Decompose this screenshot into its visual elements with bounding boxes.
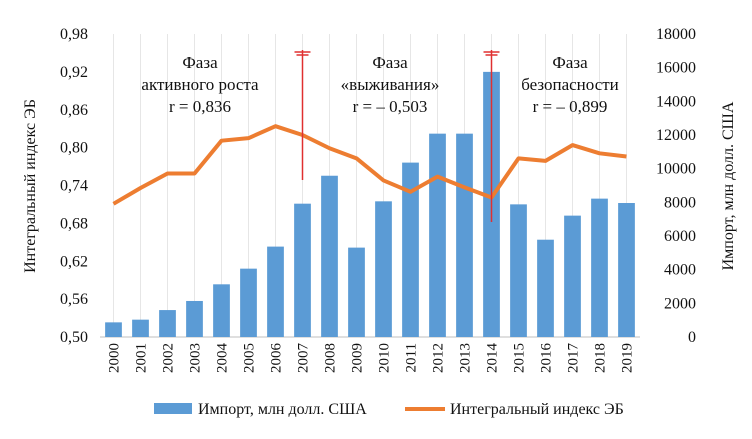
left-tick-label: 0,68 xyxy=(60,215,88,232)
legend: Импорт, млн долл. США Интегральный индек… xyxy=(154,401,624,418)
x-tick-label: 2003 xyxy=(188,343,204,373)
bar-2019 xyxy=(618,203,635,337)
annotation-line: r = – 0,899 xyxy=(533,97,608,116)
annotation-line: Фаза xyxy=(182,53,218,72)
bar-2002 xyxy=(159,310,176,337)
annotation-line: r = – 0,503 xyxy=(353,97,428,116)
x-tick-label: 2017 xyxy=(566,343,582,374)
index-line-path xyxy=(114,126,627,204)
x-tick-label: 2010 xyxy=(377,343,393,373)
bar-2005 xyxy=(240,269,257,337)
legend-bar-swatch xyxy=(154,403,192,414)
annotation-line: «выживания» xyxy=(341,75,440,94)
right-tick-label: 2000 xyxy=(664,295,696,312)
bar-2015 xyxy=(510,204,527,337)
left-tick-label: 0,92 xyxy=(60,64,88,81)
bar-2010 xyxy=(375,201,392,337)
right-tick-label: 8000 xyxy=(664,194,696,211)
bar-2013 xyxy=(456,134,473,337)
bar-2016 xyxy=(537,240,554,337)
right-tick-label: 16000 xyxy=(656,60,696,77)
annotation-line: r = 0,836 xyxy=(169,97,231,116)
bar-2006 xyxy=(267,247,284,337)
legend-line-label: Интегральный индекс ЭБ xyxy=(450,401,624,418)
left-axis-ticks: 0,50 0,56 0,62 0,68 0,74 0,80 0,86 0,92 0,98 xyxy=(60,26,88,346)
x-tick-label: 2002 xyxy=(161,343,177,373)
left-axis-title: Интегральный индекс ЭБ xyxy=(22,99,39,273)
right-axis-title: Импорт, млн долл. США xyxy=(720,101,737,270)
x-tick-label: 2012 xyxy=(431,343,447,373)
bar-2017 xyxy=(564,216,581,337)
bar-2012 xyxy=(429,134,446,337)
x-tick-label: 2018 xyxy=(593,343,609,373)
bar-2001 xyxy=(132,320,149,337)
left-tick-label: 0,50 xyxy=(60,329,88,346)
x-tick-label: 2005 xyxy=(242,343,258,373)
x-tick-label: 2009 xyxy=(350,343,366,373)
left-tick-label: 0,62 xyxy=(60,253,88,270)
left-tick-label: 0,98 xyxy=(60,26,88,43)
x-tick-label: 2008 xyxy=(323,343,339,373)
right-tick-label: 6000 xyxy=(664,228,696,245)
x-tick-label: 2013 xyxy=(458,343,474,373)
bar-2008 xyxy=(321,176,338,337)
bar-2004 xyxy=(213,284,230,337)
x-tick-label: 2011 xyxy=(404,343,420,372)
bar-2009 xyxy=(348,248,365,337)
annotation-line: Фаза xyxy=(372,53,408,72)
annotation-line: Фаза xyxy=(552,53,588,72)
legend-bar-label: Импорт, млн долл. США xyxy=(198,401,367,418)
right-tick-label: 12000 xyxy=(656,127,696,144)
right-tick-label: 18000 xyxy=(656,26,696,43)
bar-2000 xyxy=(105,322,122,337)
x-tick-label: 2016 xyxy=(539,343,555,374)
bar-2018 xyxy=(591,199,608,337)
right-tick-label: 4000 xyxy=(664,262,696,279)
x-tick-label: 2007 xyxy=(296,343,312,374)
right-tick-label: 10000 xyxy=(656,161,696,178)
x-tick-label: 2004 xyxy=(215,343,231,374)
annotation-line: безопасности xyxy=(521,75,619,94)
left-tick-label: 0,80 xyxy=(60,140,88,157)
bar-2003 xyxy=(186,301,203,337)
left-tick-label: 0,86 xyxy=(60,102,88,119)
x-tick-label: 2000 xyxy=(107,343,123,373)
phase-annotations: Фаза активного роста r = 0,836 Фаза «выживан… xyxy=(141,53,618,116)
right-tick-label: 14000 xyxy=(656,93,696,110)
x-tick-label: 2015 xyxy=(512,343,528,373)
x-tick-label: 2019 xyxy=(620,343,636,373)
annotation-line: активного роста xyxy=(141,75,259,94)
left-tick-label: 0,74 xyxy=(60,178,88,195)
right-tick-label: 0 xyxy=(688,329,696,346)
x-tick-label: 2006 xyxy=(269,343,285,374)
x-tick-label: 2001 xyxy=(134,343,150,373)
x-axis-ticks: 2000 2001 2002 2003 2004 2005 2006 2007 2008 2009… xyxy=(107,343,636,374)
right-axis-ticks: 0 2000 4000 6000 8000 10000 12000 14000 16000 180… xyxy=(656,26,696,346)
bar-2007 xyxy=(294,204,311,337)
x-tick-label: 2014 xyxy=(485,343,501,374)
left-tick-label: 0,56 xyxy=(60,291,88,308)
index-line xyxy=(113,126,626,204)
